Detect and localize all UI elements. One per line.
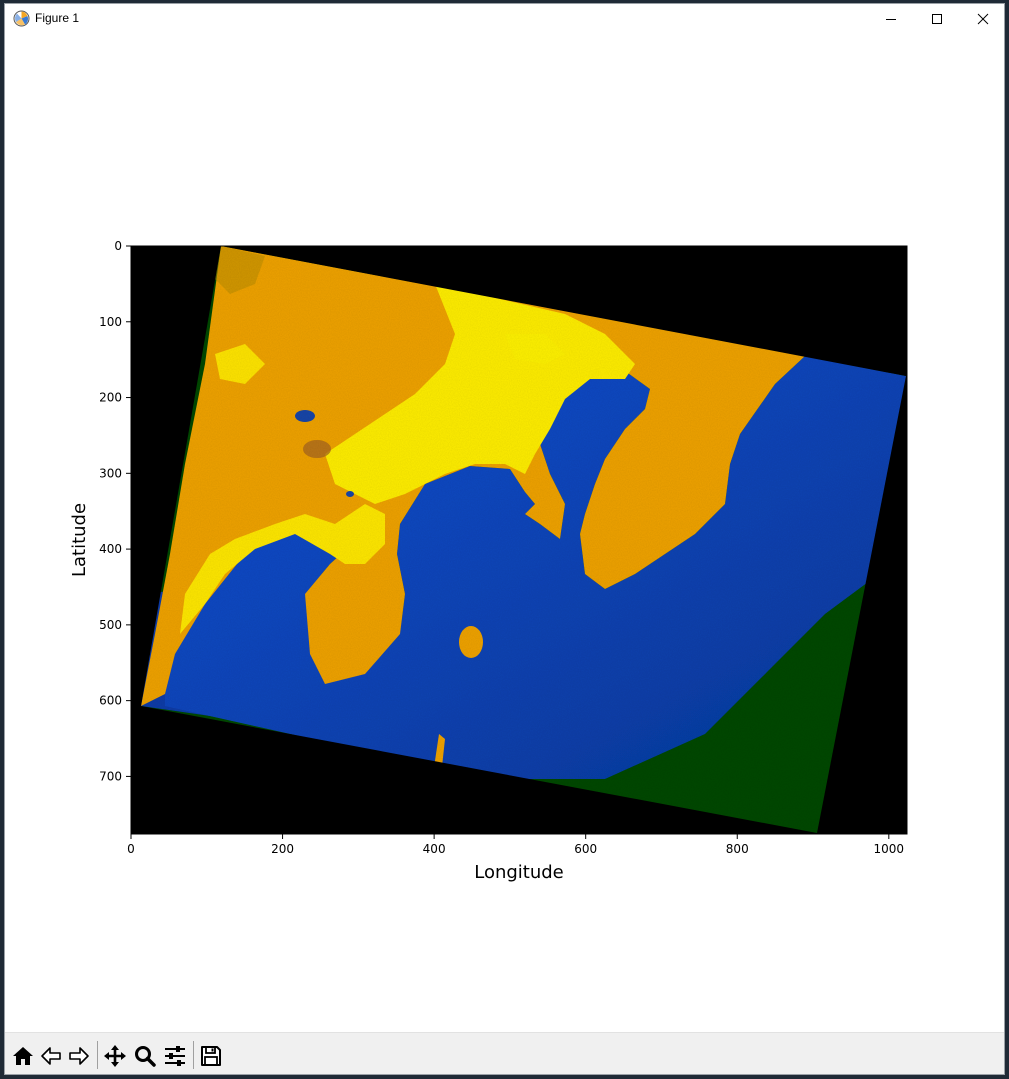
x-tick-label: 800	[726, 842, 749, 856]
back-button[interactable]	[38, 1043, 64, 1069]
y-tick-label: 200	[99, 391, 122, 405]
y-tick-label: 600	[99, 694, 122, 708]
navigation-toolbar	[5, 1032, 1004, 1074]
matplotlib-logo-icon	[13, 10, 30, 27]
arrow-right-icon	[69, 1047, 89, 1065]
floppy-disk-icon	[201, 1046, 221, 1066]
figure-canvas[interactable]: 0 200 400 600 800 1000 0 100 200 300 400 500 600 700…	[5, 34, 1004, 1032]
y-tick-label: 700	[99, 769, 122, 783]
home-icon	[13, 1047, 33, 1065]
minimize-button[interactable]	[868, 4, 914, 34]
x-tick-label: 200	[271, 842, 294, 856]
pan-button[interactable]	[102, 1043, 128, 1069]
y-tick-label: 100	[99, 315, 122, 329]
x-axis: 0 200 400 600 800 1000	[127, 834, 904, 856]
y-tick-label: 400	[99, 542, 122, 556]
y-tick-label: 300	[99, 466, 122, 480]
zoom-button[interactable]	[132, 1043, 158, 1069]
y-tick-label: 500	[99, 618, 122, 632]
x-tick-label: 600	[574, 842, 597, 856]
y-axis: 0 100 200 300 400 500 600 700	[99, 239, 131, 783]
magnifier-icon	[135, 1046, 156, 1067]
x-axis-label: Longitude	[474, 862, 564, 883]
move-icon	[104, 1045, 126, 1067]
arrow-left-icon	[41, 1047, 61, 1065]
figure-window: Figure 1	[4, 3, 1005, 1075]
x-tick-label: 0	[127, 842, 135, 856]
close-icon	[977, 13, 989, 25]
forward-button[interactable]	[66, 1043, 92, 1069]
y-axis-label: Latitude	[69, 503, 90, 577]
x-tick-label: 400	[423, 842, 446, 856]
axes-frame	[130, 245, 908, 835]
x-tick-label: 1000	[874, 842, 905, 856]
minimize-icon	[886, 19, 896, 20]
figure-svg: 0 200 400 600 800 1000 0 100 200 300 400 500 600 700…	[69, 239, 908, 883]
toolbar-separator	[193, 1041, 194, 1069]
y-tick-label: 0	[114, 239, 122, 253]
window-title: Figure 1	[35, 11, 80, 25]
close-button[interactable]	[960, 4, 1004, 34]
configure-subplots-button[interactable]	[162, 1043, 188, 1069]
home-button[interactable]	[10, 1043, 36, 1069]
save-button[interactable]	[198, 1043, 224, 1069]
toolbar-separator	[97, 1041, 98, 1069]
maximize-icon	[932, 14, 942, 24]
title-bar[interactable]: Figure 1	[5, 4, 1004, 34]
sliders-icon	[165, 1046, 185, 1066]
maximize-button[interactable]	[914, 4, 960, 34]
